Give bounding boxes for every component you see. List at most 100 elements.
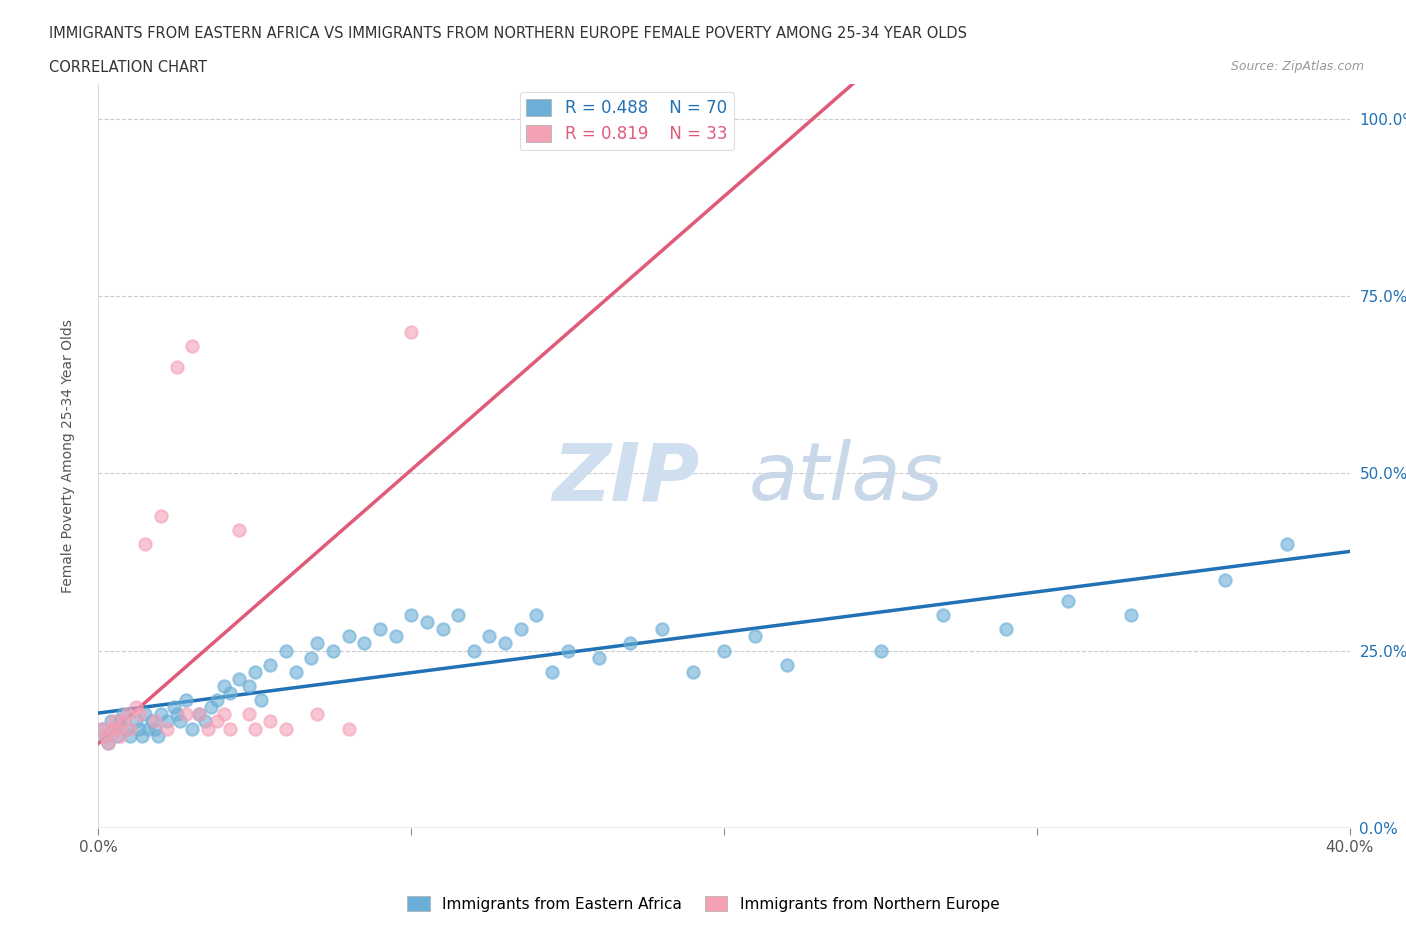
Point: [110, 714, 132, 729]
Point: [156, 714, 179, 729]
Point: [322, 644, 344, 658]
Point: [197, 721, 219, 736]
Point: [218, 721, 240, 736]
Point: [200, 699, 222, 714]
Point: [100, 714, 122, 729]
Point: [105, 728, 128, 743]
Point: [588, 650, 610, 665]
Point: [174, 693, 197, 708]
Point: [307, 636, 329, 651]
Text: ZIP: ZIP: [551, 439, 699, 517]
Point: [162, 699, 184, 714]
Point: [187, 707, 209, 722]
Point: [307, 707, 329, 722]
Point: [337, 629, 360, 644]
Point: [259, 714, 281, 729]
Point: [156, 721, 179, 736]
Point: [97, 736, 120, 751]
Point: [243, 721, 266, 736]
Text: Source: ZipAtlas.com: Source: ZipAtlas.com: [1230, 60, 1364, 73]
Point: [194, 714, 217, 729]
Point: [682, 664, 704, 679]
Text: atlas: atlas: [749, 439, 943, 517]
Point: [134, 707, 156, 722]
Point: [463, 644, 485, 658]
Point: [994, 622, 1017, 637]
Point: [557, 112, 579, 126]
Point: [118, 728, 141, 743]
Point: [181, 339, 204, 353]
Point: [238, 707, 260, 722]
Point: [526, 607, 548, 622]
Legend: R = 0.488    N = 70, R = 0.819    N = 33: R = 0.488 N = 70, R = 0.819 N = 33: [520, 92, 734, 150]
Point: [150, 509, 173, 524]
Point: [416, 615, 439, 630]
Point: [150, 707, 173, 722]
Point: [174, 707, 197, 722]
Point: [478, 629, 501, 644]
Point: [238, 679, 260, 694]
Point: [97, 736, 120, 751]
Point: [557, 644, 579, 658]
Point: [115, 707, 138, 722]
Point: [90, 721, 112, 736]
Point: [368, 622, 391, 637]
Point: [353, 636, 375, 651]
Point: [1277, 537, 1299, 551]
Point: [118, 721, 141, 736]
Point: [651, 622, 673, 637]
Y-axis label: Female Poverty Among 25-34 Year Olds: Female Poverty Among 25-34 Year Olds: [60, 319, 75, 592]
Point: [713, 644, 735, 658]
Point: [1057, 593, 1080, 608]
Point: [1213, 572, 1236, 587]
Point: [276, 721, 298, 736]
Point: [619, 636, 641, 651]
Point: [207, 693, 229, 708]
Point: [259, 658, 281, 672]
Point: [187, 707, 209, 722]
Point: [744, 629, 766, 644]
Point: [401, 607, 423, 622]
Point: [299, 650, 322, 665]
Point: [143, 714, 166, 729]
Point: [90, 721, 112, 736]
Point: [131, 728, 153, 743]
Point: [103, 721, 125, 736]
Point: [141, 714, 163, 729]
Point: [276, 644, 298, 658]
Point: [207, 714, 229, 729]
Point: [166, 707, 188, 722]
Point: [228, 523, 250, 538]
Point: [1119, 607, 1142, 622]
Point: [212, 679, 235, 694]
Point: [103, 714, 125, 729]
Point: [776, 658, 799, 672]
Point: [401, 325, 423, 339]
Point: [432, 622, 454, 637]
Point: [112, 707, 135, 722]
Point: [166, 360, 188, 375]
Text: IMMIGRANTS FROM EASTERN AFRICA VS IMMIGRANTS FROM NORTHERN EUROPE FEMALE POVERTY: IMMIGRANTS FROM EASTERN AFRICA VS IMMIGR…: [49, 26, 967, 41]
Point: [181, 721, 204, 736]
Point: [134, 537, 156, 551]
Point: [494, 636, 516, 651]
Point: [112, 714, 135, 729]
Point: [509, 622, 531, 637]
Point: [169, 714, 191, 729]
Point: [337, 721, 360, 736]
Point: [115, 721, 138, 736]
Point: [138, 721, 160, 736]
Point: [128, 707, 150, 722]
Point: [541, 664, 564, 679]
Point: [146, 728, 169, 743]
Point: [143, 721, 166, 736]
Point: [105, 721, 128, 736]
Point: [384, 629, 406, 644]
Point: [110, 728, 132, 743]
Point: [93, 728, 115, 743]
Point: [125, 699, 148, 714]
Point: [100, 721, 122, 736]
Point: [218, 685, 240, 700]
Point: [128, 721, 150, 736]
Point: [212, 707, 235, 722]
